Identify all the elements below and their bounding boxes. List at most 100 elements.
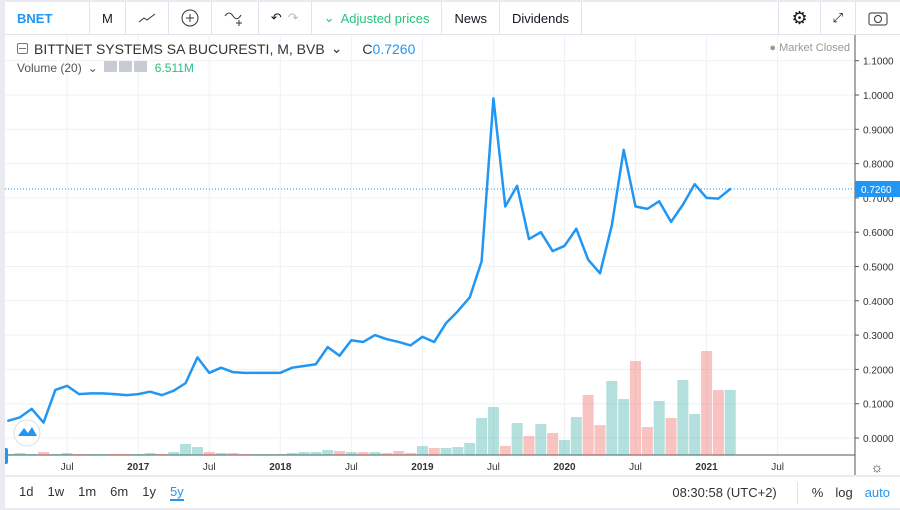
collapse-icon[interactable]	[17, 43, 28, 54]
compare-button[interactable]	[169, 2, 212, 34]
volume-bar	[487, 407, 499, 455]
volume-bar	[511, 423, 523, 455]
volume-bar	[322, 450, 334, 455]
redo-icon[interactable]: ↷	[287, 10, 299, 25]
price-point	[231, 371, 234, 374]
price-point	[314, 363, 317, 366]
screenshot-button[interactable]	[856, 2, 900, 34]
volume-bar	[38, 452, 50, 455]
range-1w[interactable]: 1w	[47, 484, 65, 499]
market-status-text: Market Closed	[779, 42, 850, 54]
range-1d[interactable]: 1d	[19, 484, 34, 499]
scroll-handle[interactable]	[5, 448, 8, 464]
volume-bar	[547, 433, 559, 455]
clock[interactable]: 08:30:58 (UTC+2)	[672, 485, 777, 500]
volume-bar	[251, 454, 263, 455]
volume-bar	[286, 453, 298, 455]
chevron-down-icon: ⌄	[323, 10, 335, 25]
price-tick-label: 1.0000	[863, 91, 894, 102]
price-point	[184, 382, 187, 385]
range-1m[interactable]: 1m	[78, 484, 97, 499]
price-point	[66, 384, 69, 387]
close-icon[interactable]	[133, 61, 147, 72]
volume-bar	[523, 436, 535, 455]
volume-bar	[310, 452, 322, 455]
eye-icon[interactable]	[103, 61, 117, 72]
line-chart-icon	[138, 13, 156, 23]
price-point	[7, 419, 9, 422]
top-toolbar: BNET M ↶ ↷ ⌄ Adjusted prices News Dividend…	[5, 2, 900, 35]
volume-bar	[476, 418, 488, 455]
series-title[interactable]: BITTNET SYSTEMS SA BUCURESTI, M, BVB	[34, 40, 325, 57]
adjusted-label: Adjusted prices	[340, 10, 430, 26]
chart-type-button[interactable]	[126, 2, 169, 34]
volume-bar	[440, 448, 452, 455]
price-point	[587, 258, 590, 261]
volume-bar	[464, 443, 476, 455]
price-tick-label: 0.7000	[863, 194, 894, 205]
price-tick-label: 0.0000	[863, 434, 894, 445]
price-tick-label: 0.1000	[863, 400, 894, 411]
price-point	[492, 97, 495, 100]
indicator-icon	[224, 12, 242, 26]
fullscreen-icon: ⤢	[832, 10, 843, 25]
last-price-badge	[855, 180, 900, 197]
fullscreen-button[interactable]: ⤢	[821, 2, 856, 34]
range-6m[interactable]: 6m	[110, 484, 129, 499]
volume-bar	[132, 454, 144, 455]
undo-icon[interactable]: ↶	[270, 10, 282, 25]
volume-bar	[73, 454, 85, 455]
volume-bar	[97, 454, 109, 455]
price-point	[551, 250, 554, 253]
price-point	[610, 224, 613, 227]
indicators-button[interactable]	[212, 2, 259, 34]
interval-button[interactable]: M	[90, 2, 126, 34]
symbol-search-button[interactable]: BNET	[5, 2, 90, 34]
price-point	[54, 388, 57, 391]
settings-button[interactable]: ⚙	[778, 2, 821, 34]
volume-bar	[334, 451, 346, 455]
news-button[interactable]: News	[442, 2, 500, 34]
volume-bar	[61, 453, 73, 455]
price-tick-label: 0.9000	[863, 125, 894, 136]
price-point	[113, 393, 116, 396]
price-tick-label: 0.5000	[863, 263, 894, 274]
bottom-toolbar: 1d 1w 1m 6m 1y 5y 08:30:58 (UTC+2) % log auto	[5, 477, 900, 508]
price-point	[445, 322, 448, 325]
chart-pane[interactable]: 1.1000 1.0000 0.9000 0.8000 0.7000 0.6000 0.50…	[5, 35, 900, 475]
price-chart[interactable]: 1.1000 1.0000 0.9000 0.8000 0.7000 0.6000 0.50…	[5, 35, 900, 475]
range-5y[interactable]: 5y	[169, 484, 184, 501]
volume-bar	[689, 414, 701, 455]
tradingview-logo[interactable]	[13, 419, 41, 447]
adjusted-prices-button[interactable]: ⌄ Adjusted prices	[312, 2, 443, 34]
price-point	[539, 231, 542, 234]
auto-toggle[interactable]: auto	[864, 485, 890, 500]
axis-settings-icon[interactable]: ☼	[871, 459, 884, 475]
volume-bar	[381, 453, 393, 455]
chevron-down-icon[interactable]: ⌄	[330, 40, 343, 56]
price-point	[421, 335, 424, 338]
price-tick-label: 0.8000	[863, 160, 894, 171]
volume-bar	[109, 454, 121, 455]
price-point	[681, 203, 684, 206]
log-toggle[interactable]: log	[835, 485, 853, 500]
volume-bar	[630, 361, 642, 455]
volume-bar	[357, 452, 369, 455]
volume-bar	[345, 452, 357, 455]
volume-bar	[203, 452, 215, 455]
volume-title[interactable]: Volume (20)	[17, 61, 82, 75]
price-point	[89, 392, 92, 395]
market-status: ● Market Closed	[769, 42, 850, 54]
dividends-button[interactable]: Dividends	[500, 2, 583, 34]
price-series-line	[7, 97, 732, 424]
volume-bar	[582, 395, 594, 455]
price-point	[409, 344, 412, 347]
percent-toggle[interactable]: %	[811, 485, 824, 500]
gear-icon[interactable]	[118, 61, 132, 72]
volume-bar	[274, 454, 286, 455]
chevron-down-icon[interactable]: ⌄	[87, 61, 98, 75]
volume-bar	[227, 453, 239, 455]
range-1y[interactable]: 1y	[142, 484, 156, 499]
time-tick-label: 2018	[269, 462, 292, 473]
